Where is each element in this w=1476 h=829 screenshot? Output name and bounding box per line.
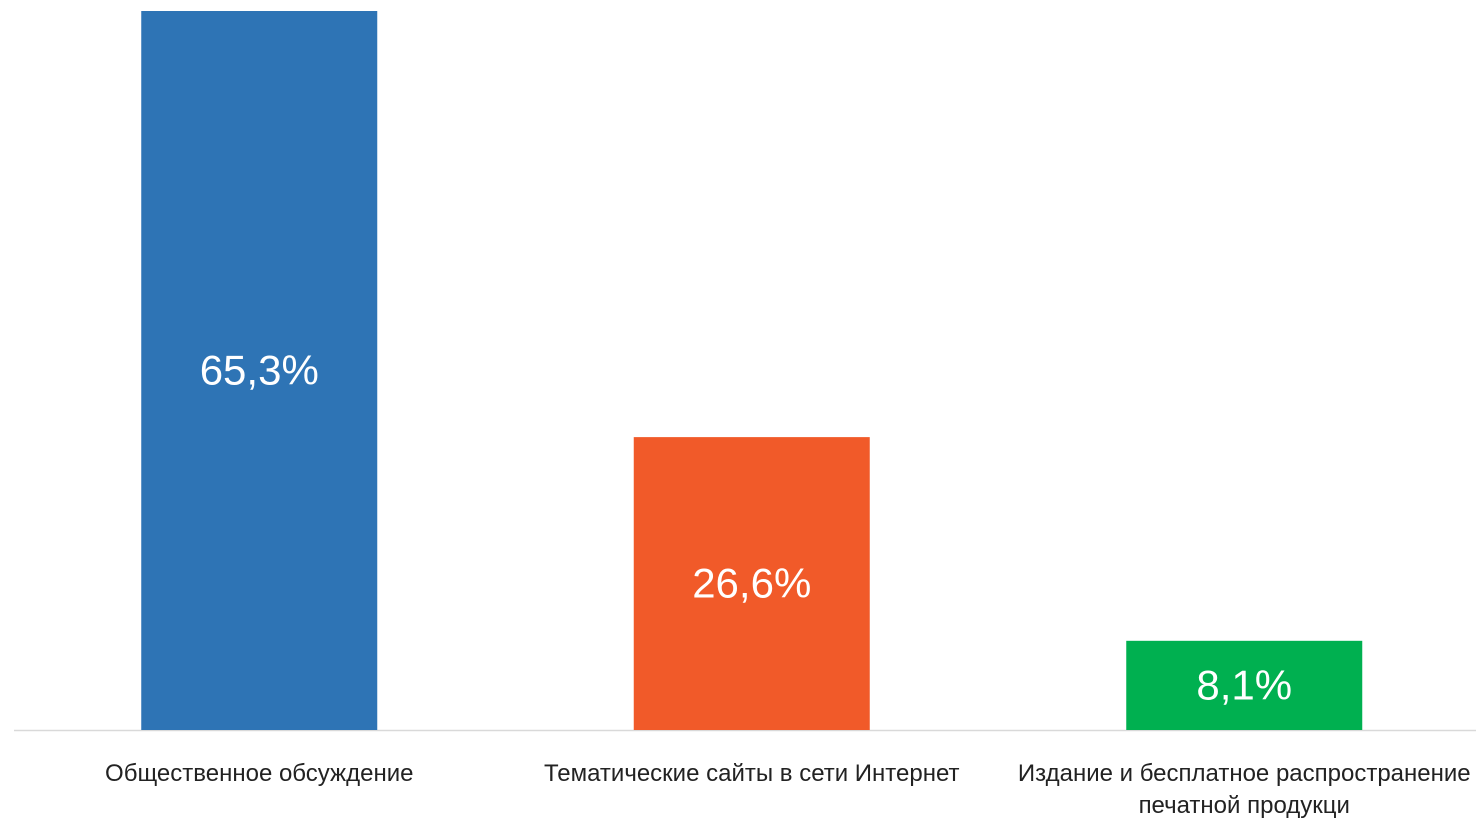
value-label: 26,6% bbox=[692, 560, 811, 607]
value-label: 65,3% bbox=[200, 347, 319, 394]
category-label: Тематические сайты в сети Интернет bbox=[543, 760, 960, 787]
bar bbox=[633, 437, 870, 730]
bar bbox=[1126, 640, 1363, 730]
bar bbox=[141, 11, 378, 730]
category-label: Общественное обсуждение bbox=[105, 760, 414, 787]
category-label: Издание и бесплатное распространение печ… bbox=[1017, 760, 1471, 819]
value-label: 8,1% bbox=[1196, 661, 1292, 708]
